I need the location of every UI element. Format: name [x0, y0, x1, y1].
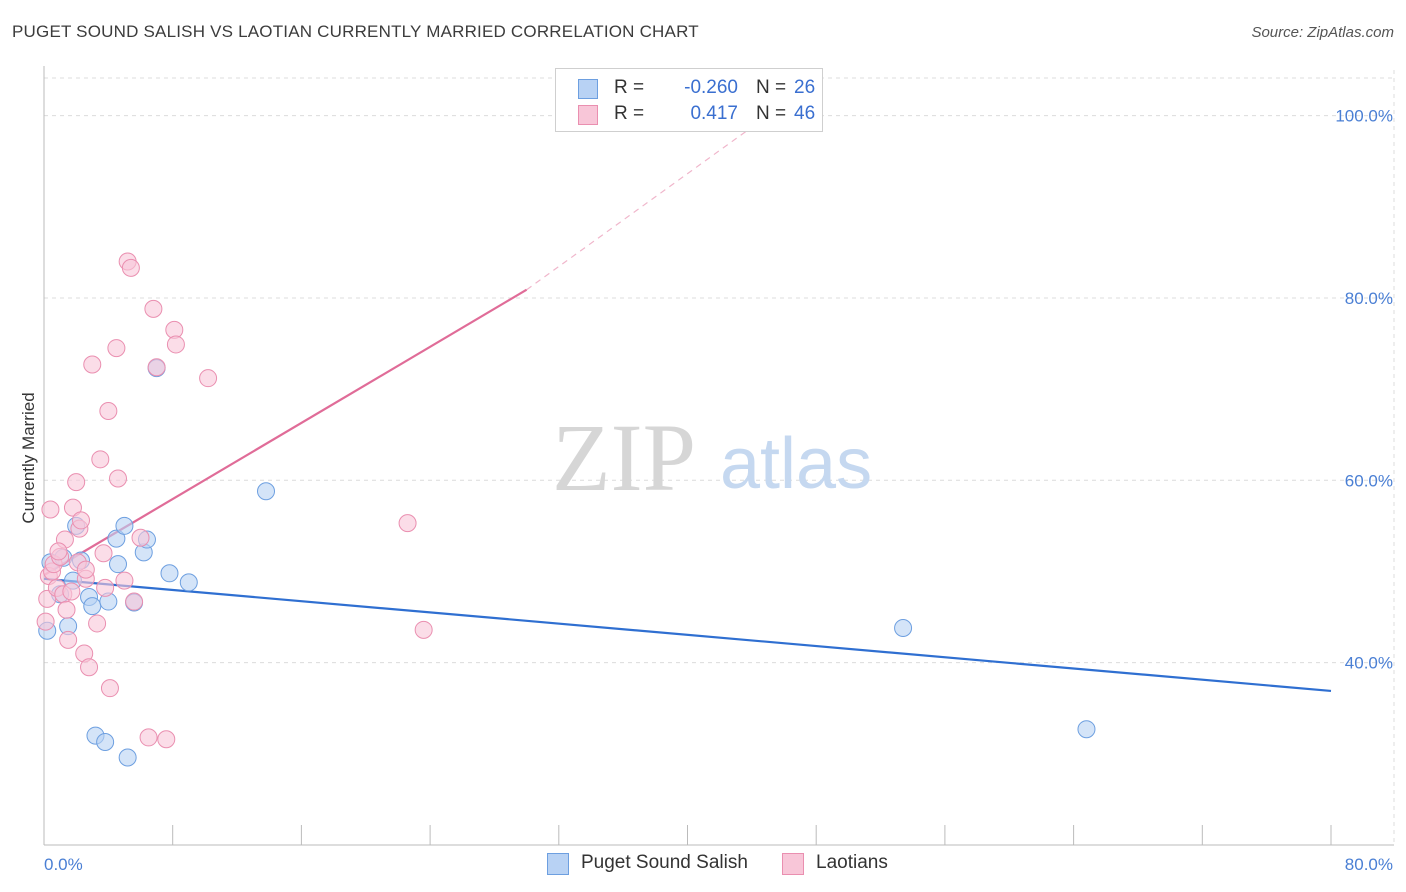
chart-title: PUGET SOUND SALISH VS LAOTIAN CURRENTLY …	[12, 22, 699, 41]
point-puget	[83, 597, 102, 616]
point-laotians	[109, 469, 128, 488]
legend-n-label: N =	[756, 103, 787, 124]
point-puget	[257, 482, 276, 501]
point-laotians	[96, 578, 115, 597]
watermark: ZIP atlas	[552, 404, 872, 511]
point-laotians	[157, 730, 176, 749]
point-puget	[894, 619, 913, 637]
y-tick-label: 100.0%	[1335, 107, 1393, 126]
point-laotians	[63, 498, 82, 517]
legend-swatch-pink	[578, 105, 598, 125]
point-laotians	[62, 582, 81, 601]
correlation-legend: R = -0.260 N = 26 R = 0.417 N = 46	[555, 68, 823, 132]
grid-layer	[44, 70, 1395, 845]
point-laotians	[76, 560, 95, 579]
legend-r-label: R =	[614, 103, 645, 124]
legend-n-value: 26	[794, 77, 816, 98]
watermark-atlas: atlas	[720, 424, 872, 504]
x-tick-label: 0.0%	[44, 855, 83, 874]
source-label: Source: ZipAtlas.com	[1251, 24, 1394, 41]
point-laotians	[199, 369, 218, 388]
points-layer	[36, 252, 1096, 767]
point-laotians	[166, 335, 185, 354]
legend-r-label: R =	[614, 77, 645, 98]
legend-r-value: 0.417	[690, 103, 738, 124]
y-tick-label: 60.0%	[1345, 471, 1393, 490]
legend-swatch-blue	[578, 79, 598, 99]
trend-line-puget	[43, 577, 1332, 693]
point-laotians	[41, 500, 60, 519]
labels-layer: 40.0% 60.0% 80.0% 100.0% 0.0% 80.0% Currently …	[19, 107, 1393, 874]
point-laotians	[121, 258, 140, 277]
point-laotians	[144, 299, 163, 318]
point-laotians	[139, 728, 158, 747]
point-laotians	[100, 679, 119, 698]
point-laotians	[125, 592, 144, 611]
trend-line-laotians-extension	[526, 115, 769, 291]
point-laotians	[414, 620, 433, 639]
y-tick-label: 80.0%	[1345, 289, 1393, 308]
y-axis-label: Currently Married	[19, 392, 38, 523]
point-puget	[179, 573, 198, 592]
bottom-legend-label: Puget Sound Salish	[581, 852, 748, 873]
point-laotians	[49, 542, 68, 561]
legend-n-value: 46	[794, 103, 816, 124]
point-laotians	[59, 630, 78, 649]
point-laotians	[36, 612, 55, 631]
watermark-zip: ZIP	[552, 404, 696, 511]
bottom-legend-label: Laotians	[816, 852, 888, 873]
point-laotians	[88, 614, 107, 633]
point-laotians	[72, 511, 91, 530]
point-puget	[109, 555, 128, 574]
point-laotians	[83, 355, 102, 374]
point-laotians	[99, 402, 118, 420]
point-laotians	[115, 571, 134, 590]
point-laotians	[80, 658, 99, 677]
bottom-legend-swatch-blue	[547, 853, 569, 875]
point-laotians	[147, 358, 166, 377]
axes-layer	[43, 66, 1394, 846]
point-puget	[96, 732, 115, 751]
point-laotians	[398, 514, 417, 533]
legend-n-label: N =	[756, 77, 787, 98]
point-laotians	[57, 600, 76, 619]
point-puget	[160, 564, 179, 583]
point-laotians	[91, 450, 110, 469]
point-puget	[107, 529, 126, 548]
legend-r-value: -0.260	[684, 77, 738, 98]
bottom-legend-swatch-pink	[782, 853, 804, 875]
y-tick-label: 40.0%	[1345, 654, 1393, 673]
point-puget	[1077, 720, 1096, 739]
point-puget	[118, 748, 137, 767]
point-laotians	[107, 339, 126, 358]
x-tick-label: 80.0%	[1345, 855, 1393, 874]
point-puget	[115, 516, 134, 535]
point-laotians	[94, 544, 113, 563]
point-laotians	[67, 473, 86, 492]
point-laotians	[131, 528, 150, 547]
